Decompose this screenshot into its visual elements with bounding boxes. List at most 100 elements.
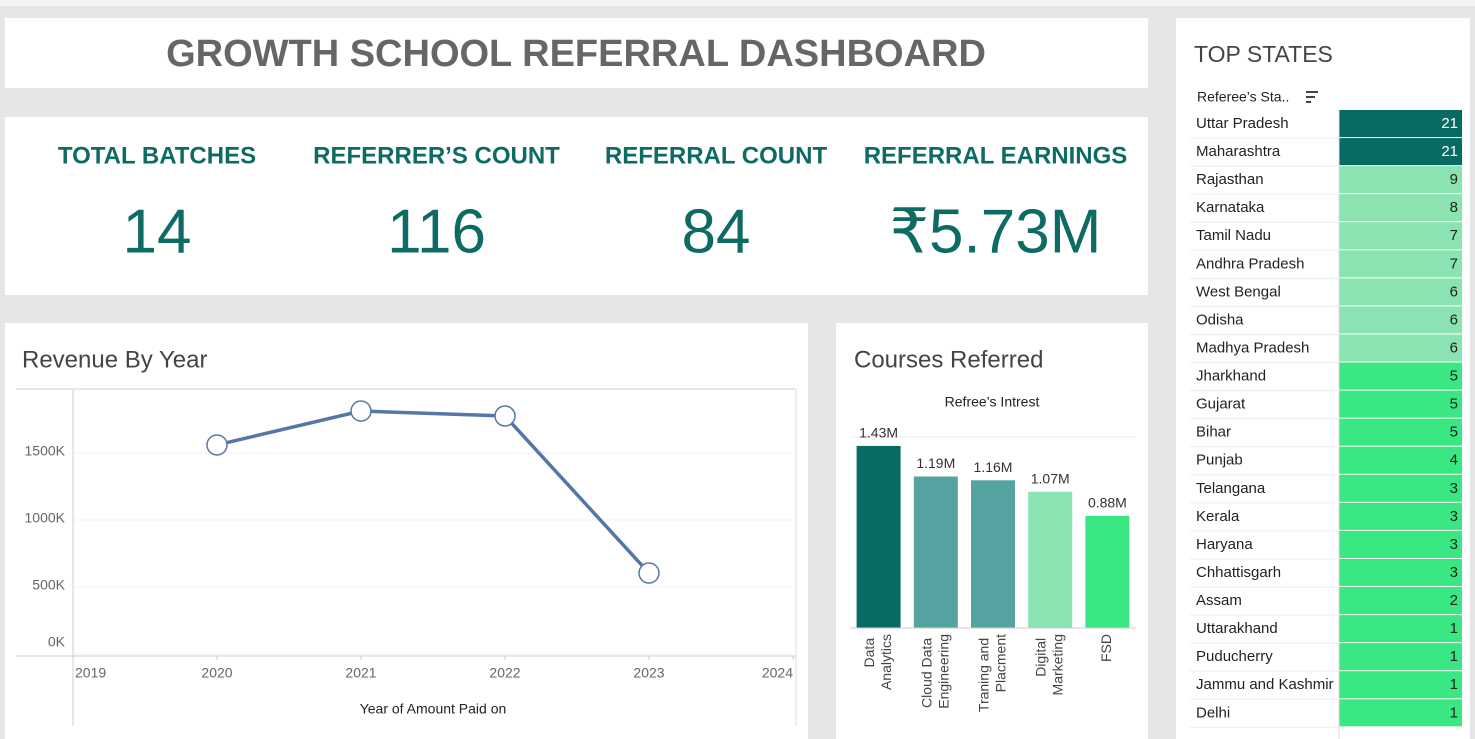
state-name: Puducherry <box>1196 648 1273 665</box>
value-cell <box>1339 166 1462 194</box>
y-tick-label: 500K <box>32 577 65 593</box>
bar <box>1085 515 1130 628</box>
state-value: 4 <box>1450 452 1458 469</box>
x-tick-label: 2024 <box>762 665 793 681</box>
value-cell <box>1339 615 1462 643</box>
state-name: Rajasthan <box>1196 171 1264 188</box>
kpi-value: ₹5.73M <box>890 197 1102 266</box>
x-tick-label: 2019 <box>75 665 106 681</box>
state-value: 21 <box>1441 115 1458 132</box>
point <box>494 405 516 427</box>
chart-title: Courses Referred <box>854 346 1043 373</box>
state-value: 5 <box>1450 396 1458 413</box>
state-name: Madhya Pradesh <box>1196 339 1309 356</box>
x-tick-label: 2020 <box>201 665 232 681</box>
state-name: Telangana <box>1196 480 1266 497</box>
bar <box>1028 491 1073 628</box>
value-cell <box>1339 558 1462 587</box>
state-name: Delhi <box>1196 704 1230 721</box>
line <box>216 409 651 575</box>
kpi-value: 116 <box>387 197 486 266</box>
y-tick-label: 1000K <box>25 510 66 526</box>
value-label: 1.16M <box>974 459 1013 475</box>
kpi-value: 84 <box>682 197 751 266</box>
value-cell <box>1339 278 1462 306</box>
value-cell <box>1339 362 1462 390</box>
kpi-value: 14 <box>123 197 192 266</box>
value-cell <box>1339 671 1462 699</box>
value-cell <box>1339 334 1462 362</box>
state-value: 9 <box>1450 171 1458 188</box>
y-tick-label: 0K <box>48 634 66 650</box>
tab-strip <box>0 0 1475 6</box>
state-name: Assam <box>1196 592 1242 609</box>
value-cell <box>1339 194 1462 222</box>
header-panel <box>5 18 1148 88</box>
kpi-label: REFERRAL EARNINGS <box>864 142 1128 169</box>
state-name: Jharkhand <box>1196 368 1266 385</box>
states-title: TOP STATES <box>1194 41 1333 67</box>
state-value: 1 <box>1450 704 1458 721</box>
x-tick-label: Cloud Data Engineering <box>918 634 951 709</box>
line-panel <box>5 323 808 739</box>
state-value: 3 <box>1450 480 1458 497</box>
kpi-label: TOTAL BATCHES <box>58 142 256 169</box>
state-name: Kerala <box>1196 508 1240 525</box>
x-tick-label: 2021 <box>345 665 376 681</box>
state-value: 7 <box>1450 255 1458 272</box>
point <box>638 562 660 584</box>
value-label: 1.43M <box>859 425 898 441</box>
sort-icon[interactable] <box>1306 91 1318 103</box>
point <box>206 434 228 456</box>
state-value: 3 <box>1450 508 1458 525</box>
state-name: Uttar Pradesh <box>1196 115 1289 132</box>
state-value: 1 <box>1450 648 1458 665</box>
x-tick-label: 2022 <box>489 665 520 681</box>
state-name: Punjab <box>1196 452 1243 469</box>
state-value: 8 <box>1450 199 1458 216</box>
bar <box>856 445 901 628</box>
value-label: 0.88M <box>1088 495 1127 511</box>
value-cell <box>1339 587 1462 615</box>
value-cell <box>1339 502 1462 530</box>
state-value: 7 <box>1450 227 1458 244</box>
x-tick-label: FSD <box>1098 634 1114 662</box>
state-name: West Bengal <box>1196 283 1281 300</box>
state-value: 1 <box>1450 620 1458 637</box>
state-value: 5 <box>1450 424 1458 441</box>
state-value: 21 <box>1441 143 1458 160</box>
y-tick-label: 1500K <box>25 443 66 459</box>
value-cell <box>1339 306 1462 334</box>
state-value: 5 <box>1450 368 1458 385</box>
value-label: 1.19M <box>916 455 955 471</box>
value-cell <box>1339 446 1462 474</box>
state-name: Karnataka <box>1196 199 1265 216</box>
x-tick-label: Digital Marketing <box>1032 634 1065 695</box>
state-name: Haryana <box>1196 536 1253 553</box>
value-cell <box>1339 250 1462 278</box>
value-cell <box>1339 110 1462 138</box>
dashboard-title: GROWTH SCHOOL REFERRAL DASHBOARD <box>166 33 986 75</box>
value-label: 1.07M <box>1031 470 1070 486</box>
state-value: 1 <box>1450 676 1458 693</box>
column-header[interactable]: Referee’s Sta.. <box>1197 89 1289 105</box>
x-tick-label: 2023 <box>633 665 664 681</box>
state-name: Chhattisgarh <box>1196 564 1281 581</box>
state-name: Uttarakhand <box>1196 620 1278 637</box>
x-tick-label: Traning and Placment <box>975 634 1008 712</box>
x-axis-title: Year of Amount Paid on <box>360 701 507 717</box>
kpi-label: REFERRAL COUNT <box>605 142 828 169</box>
state-name: Gujarat <box>1196 396 1246 413</box>
value-cell <box>1339 530 1462 558</box>
value-cell <box>1339 138 1462 166</box>
state-value: 3 <box>1450 536 1458 553</box>
state-name: Odisha <box>1196 311 1244 328</box>
state-name: Maharashtra <box>1196 143 1281 160</box>
state-name: Bihar <box>1196 424 1231 441</box>
kpi-panel <box>5 117 1148 295</box>
bar <box>913 476 958 628</box>
state-value: 6 <box>1450 311 1458 328</box>
bar <box>971 480 1015 628</box>
